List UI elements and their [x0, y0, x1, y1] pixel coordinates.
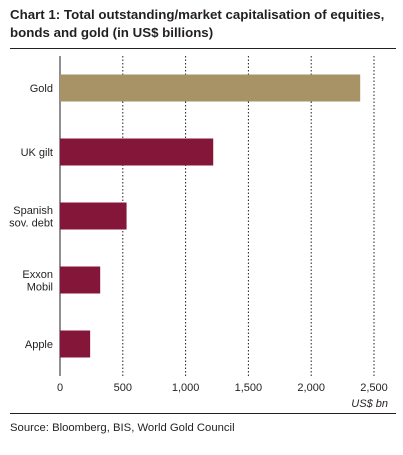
bar-2 — [60, 202, 127, 230]
category-label-1-line-0: UK gilt — [21, 147, 53, 159]
category-label-3-line-0: Exxon — [22, 269, 53, 281]
category-label-1: UK gilt — [21, 147, 53, 159]
x-tick-label-2000: 2,000 — [297, 382, 325, 394]
bar-3 — [60, 266, 101, 294]
x-tick-label-500: 500 — [114, 382, 132, 394]
category-label-4: Apple — [25, 339, 53, 351]
category-label-0-line-0: Gold — [30, 83, 53, 95]
chart-title: Chart 1: Total outstanding/market capita… — [10, 6, 396, 42]
chart-title-line-1: Chart 1: Total outstanding/market capita… — [10, 7, 385, 22]
x-axis-label: US$ bn — [351, 398, 388, 410]
category-label-2-line-1: sov. debt — [9, 217, 53, 229]
category-label-4-line-0: Apple — [25, 339, 53, 351]
source-rule — [10, 413, 396, 414]
source-note: Source: Bloomberg, BIS, World Gold Counc… — [10, 422, 235, 434]
bar-4 — [60, 330, 91, 358]
x-tick-label-2500: 2,500 — [360, 382, 388, 394]
category-label-2: Spanish sov. debt — [9, 205, 53, 230]
x-tick-label-1500: 1,500 — [235, 382, 263, 394]
x-tick-label-0: 0 — [57, 382, 63, 394]
chart-title-line-2: bonds and gold (in US$ billions) — [10, 25, 214, 40]
x-tick-label-1000: 1,000 — [172, 382, 200, 394]
category-label-3: Exxon Mobil — [22, 269, 53, 294]
title-rule — [10, 48, 396, 49]
bar-1 — [60, 138, 214, 166]
category-label-0: Gold — [30, 83, 53, 95]
category-label-2-line-0: Spanish — [13, 205, 53, 217]
category-label-3-line-1: Mobil — [27, 281, 53, 293]
bar-0 — [60, 74, 361, 102]
